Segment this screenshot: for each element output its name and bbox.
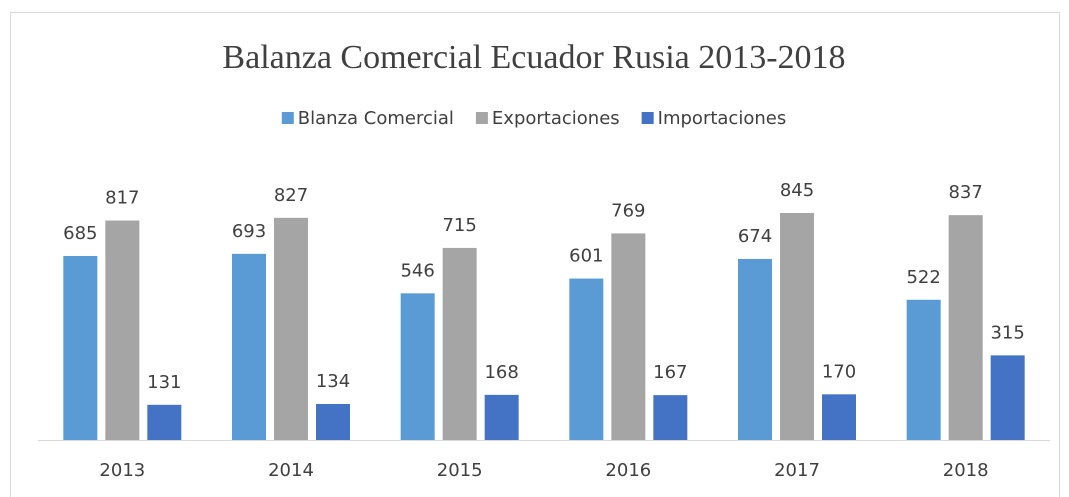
data-label: 817: [105, 188, 139, 209]
data-label: 546: [400, 260, 434, 281]
legend-label: Importaciones: [658, 108, 787, 129]
x-tick-label: 2016: [605, 460, 651, 481]
bar: [484, 394, 519, 440]
bar: [569, 278, 604, 440]
bar: [611, 233, 646, 440]
bar: [400, 293, 435, 440]
data-label: 685: [63, 223, 97, 244]
x-tick-label: 2013: [99, 460, 145, 481]
bar: [738, 258, 772, 440]
bar: [147, 404, 182, 440]
bar: [948, 215, 983, 440]
data-label: 315: [990, 322, 1024, 343]
legend-label: Blanza Comercial: [298, 108, 454, 129]
data-label: 168: [484, 362, 518, 383]
data-label: 845: [780, 180, 814, 201]
data-label: 715: [442, 215, 476, 236]
bar: [316, 404, 350, 440]
bar: [274, 217, 308, 440]
data-label: 674: [738, 226, 772, 247]
legend-swatch: [281, 112, 294, 124]
bar: [63, 255, 98, 440]
bar: [442, 247, 477, 440]
bar: [653, 395, 688, 440]
bar: [906, 299, 941, 440]
data-label: 693: [232, 221, 266, 242]
data-label: 522: [906, 267, 940, 288]
x-tick-label: 2014: [268, 460, 314, 481]
data-label: 837: [948, 182, 982, 203]
x-tick-label: 2015: [437, 460, 483, 481]
bar: [105, 220, 140, 440]
x-tick-label: 2017: [774, 460, 820, 481]
bar: [990, 355, 1025, 440]
x-tick-label: 2018: [943, 460, 989, 481]
data-label: 601: [569, 246, 603, 267]
data-label: 131: [147, 372, 181, 393]
data-label: 827: [274, 185, 308, 206]
legend-label: Exportaciones: [492, 108, 620, 129]
legend-swatch: [475, 112, 488, 124]
data-label: 769: [611, 200, 645, 221]
bar: [780, 213, 814, 440]
legend-swatch: [641, 112, 654, 124]
chart-border: [10, 12, 1060, 497]
chart-title: Balanza Comercial Ecuador Rusia 2013-201…: [222, 39, 845, 76]
data-label: 170: [822, 361, 856, 382]
data-label: 167: [653, 362, 687, 383]
data-label: 134: [316, 371, 350, 392]
bar: [822, 394, 856, 440]
bar: [232, 253, 266, 440]
